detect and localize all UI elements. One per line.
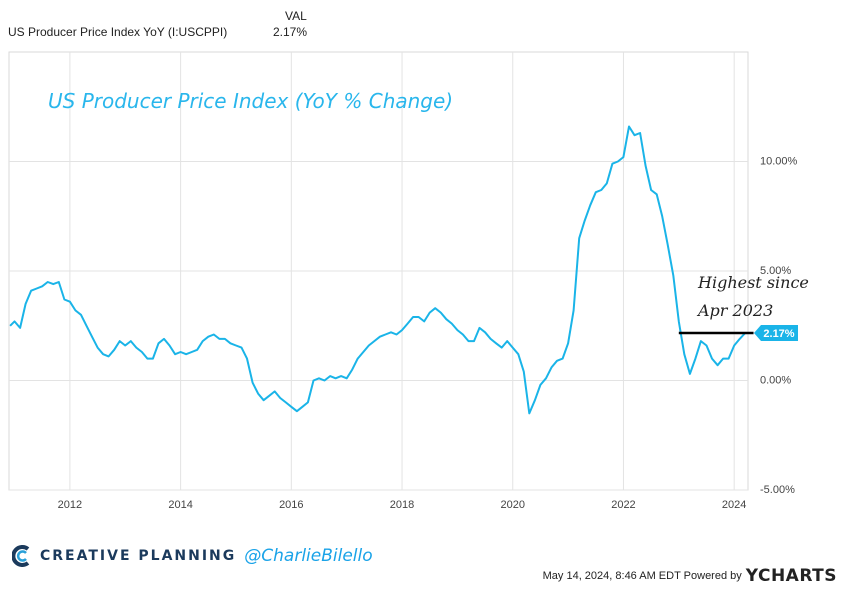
x-tick-label: 2014 <box>168 499 192 511</box>
x-tick-label: 2012 <box>58 499 82 511</box>
footer-source: May 14, 2024, 8:46 AM EDT Powered by YCH… <box>543 566 837 586</box>
value-tag <box>754 324 798 341</box>
legend-series-name: US Producer Price Index YoY (I:USCPPI) <box>8 25 228 39</box>
chart-title: US Producer Price Index (YoY % Change) <box>48 89 453 113</box>
x-tick-label: 2024 <box>722 499 746 511</box>
author-handle: @CharlieBilello <box>244 546 373 566</box>
footer-branding: CREATIVE PLANNING @CharlieBilello <box>12 545 373 567</box>
y-tick-label: 10.00% <box>760 156 798 168</box>
legend-series-value: 2.17% <box>273 25 308 39</box>
legend-header: VAL <box>285 9 307 23</box>
ycharts-logo: YCHARTS <box>745 566 837 586</box>
x-tick-label: 2022 <box>611 499 635 511</box>
y-tick-label: -5.00% <box>760 484 795 496</box>
timestamp-text: May 14, 2024, 8:46 AM EDT Powered by <box>542 570 742 582</box>
x-tick-label: 2020 <box>500 499 524 511</box>
y-tick-label: 5.00% <box>760 265 791 277</box>
brand-name: CREATIVE PLANNING <box>40 548 237 564</box>
annotation-line-1: Highest since <box>697 273 809 292</box>
y-tick-label: 0.00% <box>760 375 791 387</box>
creative-planning-logo-icon <box>12 545 30 567</box>
annotation-line-2: Apr 2023 <box>696 301 773 320</box>
value-tag-label: 2.17% <box>763 328 794 340</box>
x-tick-label: 2016 <box>279 499 303 511</box>
x-tick-label: 2018 <box>390 499 414 511</box>
series-line <box>9 125 746 415</box>
